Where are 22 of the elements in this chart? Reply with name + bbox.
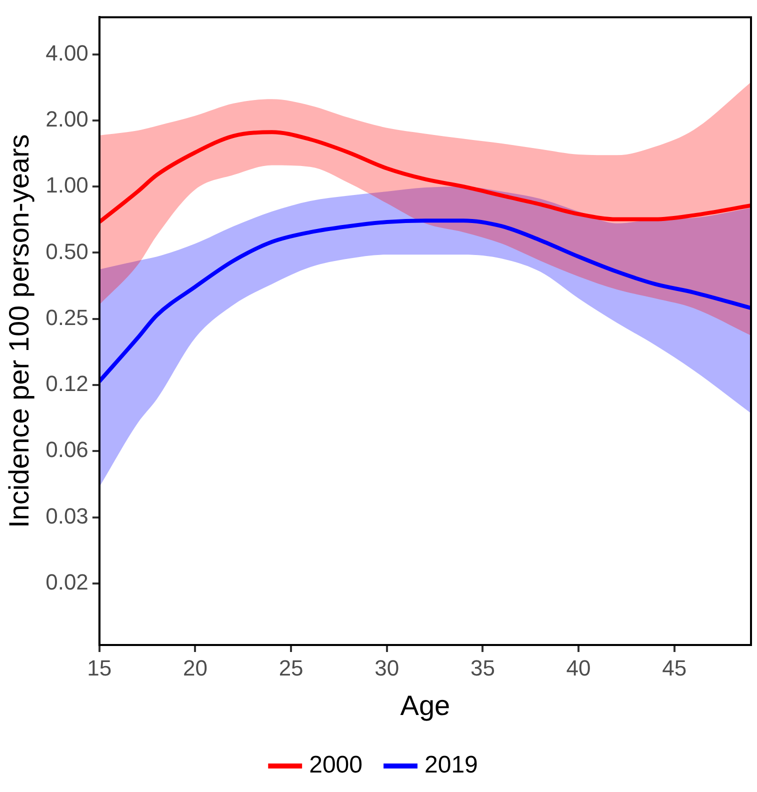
y-tick-label: 1.00 [46, 172, 88, 198]
y-tick-label: 0.12 [46, 371, 88, 396]
x-axis-title: Age [400, 690, 450, 721]
y-tick-label: 0.50 [46, 238, 88, 264]
line-series [99, 130, 751, 224]
x-tick-label: 20 [182, 655, 208, 680]
x-tick-label: 40 [566, 655, 591, 680]
y-tick-label: 0.02 [46, 570, 88, 595]
y-tick-label: 2.00 [46, 106, 88, 132]
y-tick-label: 0.06 [46, 437, 88, 462]
y-tick-label: 4.00 [46, 40, 88, 66]
y-tick-label: 0.25 [46, 304, 88, 330]
line-series [99, 218, 751, 384]
x-tick-label: 30 [374, 655, 400, 680]
legend-label: 2000 [309, 752, 362, 779]
x-tick-label: 45 [662, 655, 687, 680]
x-tick-label: 15 [87, 655, 112, 680]
y-axis-title: Incidence per 100 person-years [4, 134, 35, 528]
x-tick-label: 25 [278, 655, 304, 680]
y-tick-label: 0.03 [46, 503, 88, 528]
legend-label: 2019 [424, 752, 478, 779]
x-tick-label: 35 [470, 655, 495, 680]
